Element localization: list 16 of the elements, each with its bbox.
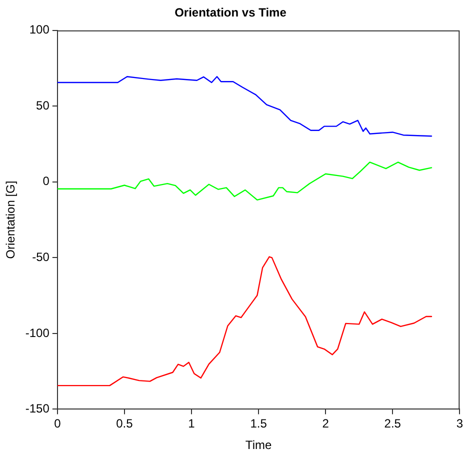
y-axis-title: Orientation [G] <box>4 180 18 259</box>
x-tick-label: 2 <box>322 416 330 431</box>
x-tick-label: 0 <box>54 416 62 431</box>
y-tick-label: 100 <box>29 22 50 37</box>
x-tick-label: 2.5 <box>384 416 402 431</box>
x-axis-title: Time <box>245 438 272 452</box>
x-tick-label: 0.5 <box>116 416 134 431</box>
y-tick-label: 50 <box>36 98 50 112</box>
chart-title: Orientation vs Time <box>174 6 287 20</box>
x-tick-label: 1.5 <box>250 416 268 431</box>
x-tick-label: 3 <box>456 416 464 431</box>
y-tick-label: -150 <box>25 402 50 416</box>
y-tick-label: -50 <box>32 250 50 264</box>
y-tick-label: -100 <box>25 326 50 340</box>
y-tick-label: 0 <box>42 174 50 188</box>
x-tick-label: 1 <box>188 416 196 431</box>
